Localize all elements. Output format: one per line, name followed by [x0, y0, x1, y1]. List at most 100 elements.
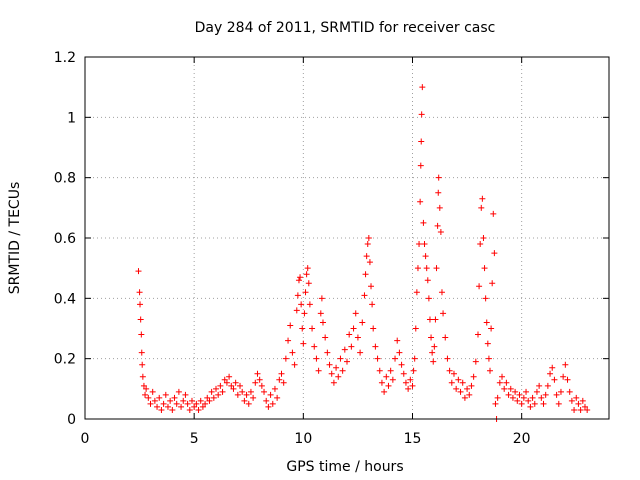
data-point: [461, 394, 468, 401]
data-point: [318, 295, 325, 302]
data-point: [267, 391, 274, 398]
data-point: [412, 325, 419, 332]
data-point: [241, 397, 248, 404]
data-point: [485, 355, 492, 362]
data-point: [162, 391, 169, 398]
data-point: [298, 301, 305, 308]
data-point: [540, 400, 547, 407]
data-point: [475, 331, 481, 338]
data-point: [381, 388, 388, 395]
data-point: [446, 367, 453, 374]
data-point: [175, 388, 182, 395]
data-point: [269, 400, 276, 407]
data-point: [239, 388, 246, 395]
data-point: [438, 289, 445, 296]
data-point: [413, 289, 420, 296]
data-point: [213, 385, 219, 392]
data-point: [396, 349, 403, 356]
data-point: [573, 394, 580, 401]
data-point: [418, 138, 425, 145]
data-point: [418, 111, 425, 118]
data-point: [280, 379, 287, 386]
data-point: [478, 204, 485, 211]
data-point: [422, 253, 429, 260]
data-point: [234, 391, 241, 398]
data-point: [448, 379, 455, 386]
data-point: [429, 349, 436, 356]
data-point: [309, 325, 316, 332]
y-axis-label: SRMTID / TECUs: [7, 182, 23, 295]
data-point: [317, 310, 324, 317]
data-point: [137, 316, 144, 323]
data-point: [564, 376, 571, 383]
data-point: [160, 400, 167, 407]
data-point: [503, 379, 510, 386]
data-point: [492, 400, 499, 407]
data-point: [520, 394, 527, 401]
data-point: [553, 391, 560, 398]
data-point: [293, 307, 300, 314]
data-point: [350, 325, 357, 332]
data-point: [409, 382, 416, 389]
data-point: [423, 265, 430, 272]
data-point: [143, 385, 150, 392]
data-point: [169, 406, 176, 413]
data-point: [274, 394, 281, 401]
data-point: [138, 349, 145, 356]
data-point: [431, 343, 438, 350]
data-point: [398, 361, 405, 368]
data-point: [518, 400, 525, 407]
data-point: [337, 355, 344, 362]
data-point: [247, 388, 254, 395]
data-point: [285, 337, 292, 344]
data-point: [487, 367, 494, 374]
x-tick-label: 20: [513, 431, 531, 447]
data-point: [560, 373, 567, 380]
data-point: [140, 382, 147, 389]
data-point: [499, 373, 506, 380]
y-tick-label: 1: [67, 110, 76, 126]
data-point: [566, 388, 573, 395]
y-tick-label: 0.8: [54, 171, 76, 187]
data-point: [322, 334, 329, 341]
data-point: [295, 277, 302, 284]
data-point: [405, 385, 412, 392]
data-point: [491, 250, 498, 257]
data-point: [509, 394, 516, 401]
data-point: [324, 349, 331, 356]
data-point: [142, 391, 149, 398]
data-point: [154, 403, 161, 410]
data-point: [455, 376, 462, 383]
data-point: [173, 400, 180, 407]
data-point: [136, 289, 143, 296]
data-point: [206, 397, 213, 404]
data-point: [210, 394, 217, 401]
data-point: [137, 301, 144, 308]
data-point: [512, 388, 519, 395]
data-point: [426, 316, 433, 323]
data-point: [369, 301, 376, 308]
data-point: [425, 295, 432, 302]
data-point: [223, 379, 230, 386]
data-point: [276, 376, 283, 383]
data-point: [385, 382, 392, 389]
data-point: [440, 310, 447, 317]
data-point: [387, 367, 394, 374]
data-point: [464, 385, 471, 392]
data-point: [357, 349, 364, 356]
data-point: [468, 382, 475, 389]
data-point: [484, 340, 491, 347]
tick-labels: 0 0.2 0.4 0.6 0.8 1 1.2 0 5 10 15 20: [54, 50, 531, 447]
data-point: [392, 355, 399, 362]
data-point: [265, 403, 272, 410]
data-point: [421, 241, 428, 248]
data-point: [531, 400, 538, 407]
data-point: [313, 355, 320, 362]
data-point: [549, 364, 556, 371]
data-point: [414, 265, 421, 272]
data-point: [536, 382, 543, 389]
data-point: [341, 346, 348, 353]
data-point: [263, 397, 270, 404]
data-point: [330, 379, 337, 386]
data-point: [258, 382, 265, 389]
